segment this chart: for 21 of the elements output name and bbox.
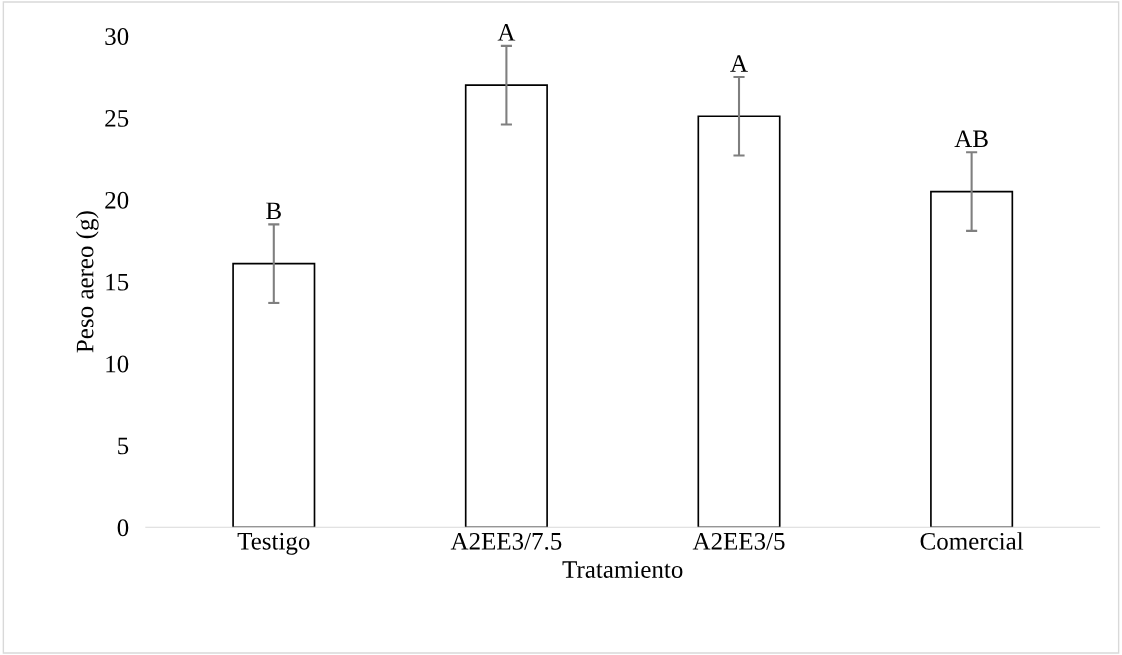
y-tick-label: 5 — [118, 437, 129, 455]
x-tick-label: A2EE3/7.5 — [450, 532, 562, 550]
annotation: B — [266, 202, 281, 220]
y-tick-label: 15 — [106, 273, 129, 291]
y-tick-label: 30 — [105, 28, 129, 45]
x-tick-label: Comercial — [920, 532, 1024, 550]
bar — [930, 190, 1014, 528]
y-tick-label: 10 — [106, 355, 129, 373]
bar — [697, 115, 781, 528]
y-tick-label: 0 — [117, 519, 129, 537]
annotation: AB — [954, 130, 988, 148]
x-axis-title: Tratamiento — [562, 561, 683, 578]
y-axis-title: Peso aereo (g) — [75, 211, 99, 353]
bar — [232, 262, 316, 528]
y-tick-label: 25 — [105, 110, 129, 127]
annotation: A — [730, 55, 748, 72]
bar — [464, 84, 548, 528]
annotation: A — [497, 24, 516, 41]
x-tick-label: A2EE3/5 — [692, 532, 785, 550]
x-tick-label: Testigo — [237, 532, 310, 555]
y-tick-label: 20 — [105, 191, 129, 209]
